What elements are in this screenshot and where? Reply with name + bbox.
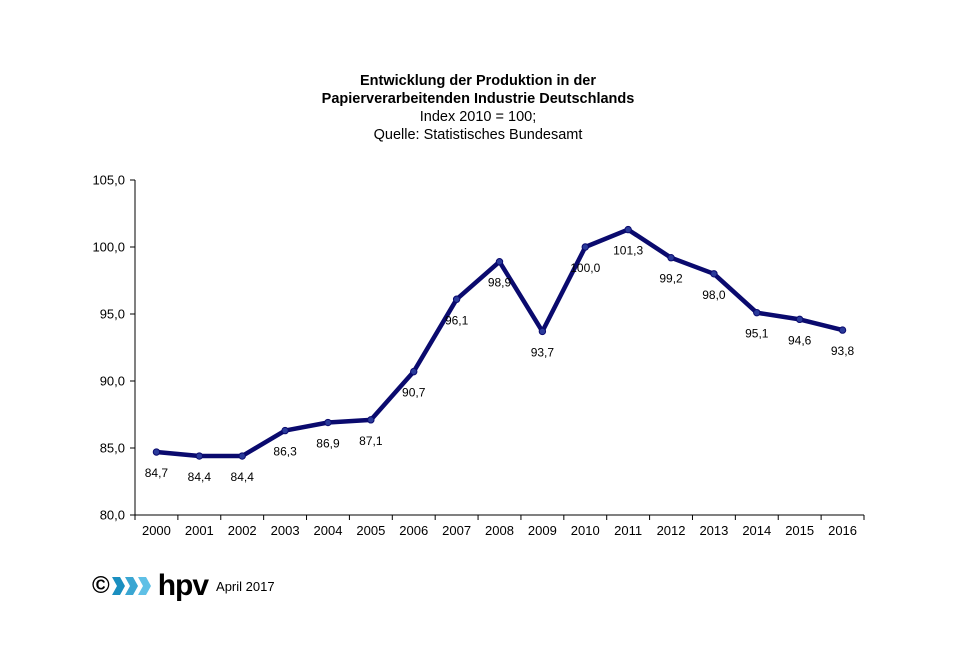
x-tick-label: 2016 (828, 523, 857, 538)
x-tick-label: 2007 (442, 523, 471, 538)
data-label: 100,0 (570, 261, 600, 275)
data-point (152, 448, 161, 456)
data-label: 84,7 (145, 466, 169, 480)
y-tick-label: 105,0 (92, 173, 125, 188)
hpv-logo-chevrons-icon (111, 577, 151, 595)
footer: © hpv April 2017 (92, 570, 275, 602)
data-label: 93,8 (831, 344, 855, 358)
data-point (324, 418, 332, 427)
copyright-symbol: © (92, 572, 110, 599)
data-label: 99,2 (659, 272, 683, 286)
data-point (624, 225, 632, 234)
x-axis-ticks: 2000 2001 2002 2003 2004 2005 2006 2007 2008 2009… (134, 515, 865, 538)
data-point (667, 254, 675, 262)
data-label: 84,4 (231, 470, 255, 484)
data-point (710, 270, 718, 278)
y-tick-label: 100,0 (92, 240, 125, 255)
footer-date: April 2017 (216, 578, 275, 594)
data-label: 93,7 (531, 345, 555, 359)
data-label: 98,0 (702, 288, 726, 302)
data-label: 94,6 (788, 333, 812, 347)
data-labels: 84,7 84,4 84,4 86,3 86,9 87,1 90,7 96,1 98,9 93,7… (145, 244, 855, 484)
data-point (838, 326, 847, 334)
y-tick-label: 85,0 (100, 441, 125, 456)
data-label: 86,9 (316, 437, 340, 451)
data-point (795, 315, 804, 324)
x-tick-label: 2001 (185, 523, 214, 538)
x-tick-label: 2014 (742, 523, 771, 538)
chart-subtitle: Index 2010 = 100; (419, 109, 537, 125)
data-point (581, 243, 589, 251)
data-label: 98,9 (488, 276, 512, 290)
y-tick-label: 95,0 (100, 307, 125, 322)
data-point (538, 327, 547, 336)
data-label: 95,1 (745, 327, 769, 341)
y-tick-label: 90,0 (100, 374, 125, 389)
chart-title-block: Entwicklung der Produktion in der Papier… (0, 72, 956, 144)
data-label: 86,3 (273, 445, 297, 459)
data-label: 87,1 (359, 434, 383, 448)
data-points (152, 225, 847, 460)
x-tick-label: 2003 (271, 523, 300, 538)
x-tick-label: 2010 (571, 523, 600, 538)
x-tick-label: 2004 (314, 523, 343, 538)
data-point (367, 416, 375, 424)
hpv-logo-text: hpv (157, 569, 209, 602)
data-label: 90,7 (402, 386, 426, 400)
y-axis-ticks: 80,0 85,0 90,0 95,0 100,0 105,0 (92, 173, 135, 523)
x-tick-label: 2009 (528, 523, 557, 538)
data-point (238, 452, 246, 460)
data-point (281, 426, 289, 435)
data-point (452, 295, 461, 303)
x-tick-label: 2011 (614, 523, 642, 538)
x-tick-label: 2008 (485, 523, 514, 538)
chart-title: Entwicklung der Produktion in der (359, 73, 597, 89)
data-point (753, 308, 761, 317)
chart-title-line2: Papierverarbeitenden Industrie Deutschla… (321, 91, 635, 107)
x-tick-label: 2000 (142, 523, 171, 538)
x-tick-label: 2015 (785, 523, 814, 538)
data-label: 96,1 (445, 313, 469, 327)
data-label: 101,3 (613, 244, 643, 258)
x-tick-label: 2005 (356, 523, 385, 538)
data-point (495, 258, 504, 266)
chart-axes (134, 180, 864, 516)
data-point (195, 452, 204, 460)
data-point (410, 367, 418, 376)
chart-source: Quelle: Statistisches Bundesamt (373, 127, 583, 143)
x-tick-label: 2006 (399, 523, 428, 538)
y-tick-label: 80,0 (100, 508, 125, 523)
x-tick-label: 2002 (228, 523, 257, 538)
x-tick-label: 2012 (657, 523, 686, 538)
x-tick-label: 2013 (699, 523, 728, 538)
data-label: 84,4 (188, 470, 212, 484)
